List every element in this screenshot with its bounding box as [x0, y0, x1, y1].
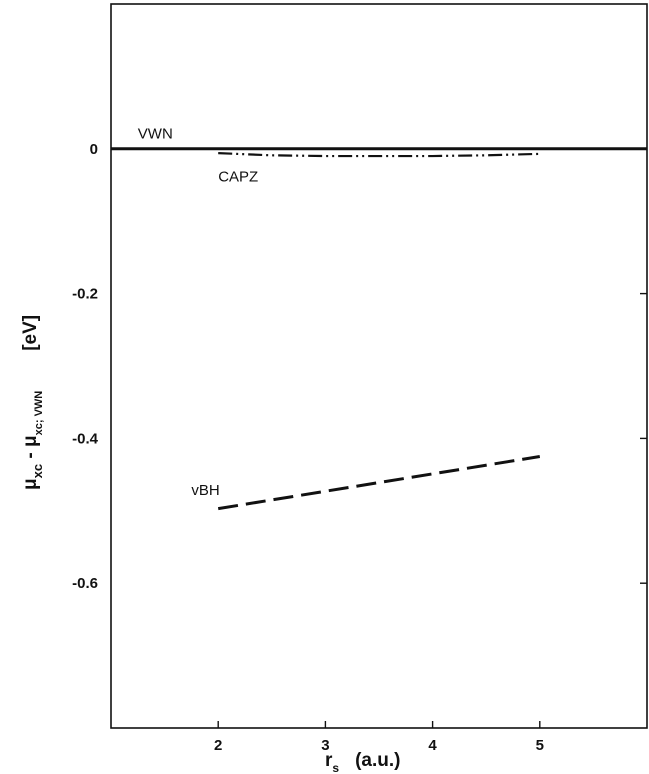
y-axis-title-mu2: μ: [20, 435, 41, 447]
y-axis-title: μxc - μxc; VWN[eV]: [20, 315, 45, 490]
plot-frame: [110, 3, 648, 729]
y-axis-title-mu1: μ: [20, 478, 41, 490]
x-axis-title: rs (a.u.): [325, 750, 400, 774]
y-axis-title-sub1: xc: [30, 464, 45, 478]
y-axis-title-unit: [eV]: [20, 315, 41, 351]
x-axis-title-unit: (a.u.): [355, 750, 400, 771]
y-tick-label-0: 0: [90, 141, 98, 158]
x-tick-label-4: 4: [428, 737, 437, 754]
y-tick-label--0.2: -0.2: [72, 286, 98, 303]
series-label-vwn: VWN: [138, 126, 173, 143]
series-label-vbh: vBH: [191, 482, 219, 499]
series-line-capz: [218, 152, 540, 158]
y-axis-title-minus: -: [20, 447, 41, 464]
y-tick-label--0.6: -0.6: [72, 575, 98, 592]
y-axis-title-sub2: xc; VWN: [33, 391, 45, 436]
series-label-capz: CAPZ: [218, 168, 258, 185]
labels-layer: VWN CAPZ vBH: [138, 126, 258, 499]
x-tick-label-5: 5: [536, 737, 544, 754]
x-axis-title-sub: s: [332, 761, 339, 774]
x-axis-title-main: r: [325, 750, 333, 771]
ticks-layer: 2 3 4 5 0 -0.2 -0.4 -0.6: [72, 141, 647, 754]
series-layer: [111, 147, 647, 511]
x-tick-label-2: 2: [214, 737, 222, 754]
x-tick-label-3: 3: [321, 737, 329, 754]
series-line-vbh: [217, 455, 541, 511]
y-tick-label--0.4: -0.4: [72, 430, 99, 447]
